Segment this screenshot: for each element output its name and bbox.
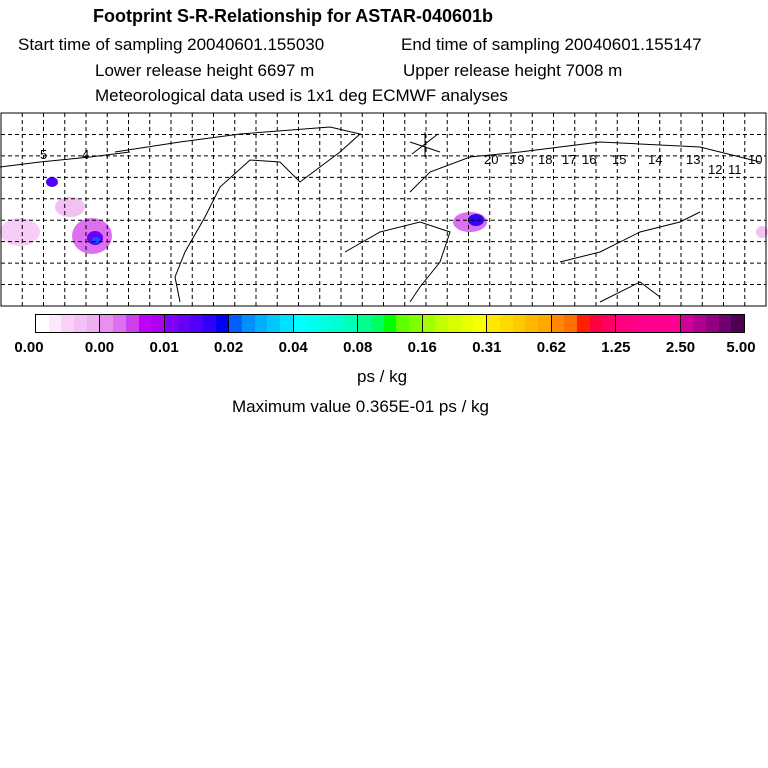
time-label: 13: [686, 152, 700, 167]
time-label: 16: [582, 152, 596, 167]
time-label: 15: [612, 152, 626, 167]
colorbar-segment: [422, 315, 488, 332]
colorbar-tick: 0.00: [14, 339, 44, 356]
colorbar-tick: 0.31: [472, 339, 502, 356]
coastlines: [0, 126, 761, 303]
colorbar-segment: [487, 315, 552, 332]
colorbar-segment: [229, 315, 294, 332]
footprint-plumes: [0, 177, 768, 254]
colorbar: [35, 314, 745, 333]
upper-height: Upper release height 7008 m: [403, 61, 623, 80]
time-label: 17: [562, 152, 576, 167]
lower-height: Lower release height 6697 m: [95, 61, 315, 80]
colorbar-tick: 1.25: [601, 339, 631, 356]
colorbar-segment: [100, 315, 165, 332]
colorbar-tick: 2.50: [665, 339, 696, 356]
time-label: 20: [484, 152, 498, 167]
colorbar-tick: 0.04: [278, 339, 308, 356]
start-time: Start time of sampling 20040601.155030: [18, 35, 325, 54]
colorbar-tick: 0.62: [536, 339, 566, 356]
maximum-value: Maximum value 0.365E-01 ps / kg: [232, 397, 490, 416]
plot-title: Footprint S-R-Relationship for ASTAR-040…: [93, 6, 494, 26]
time-label: 14: [648, 152, 662, 167]
time-label: 11: [728, 162, 742, 177]
colorbar-tick: 0.00: [84, 339, 115, 356]
time-label: 12: [708, 162, 722, 177]
colorbar-segment: [36, 315, 101, 332]
footprint-map: 5 4 20 19 18 17 16 15 14 13 12 11 10: [0, 112, 768, 307]
time-label: 19: [510, 152, 524, 167]
time-label: 18: [538, 152, 552, 167]
colorbar-tick: 0.16: [407, 339, 437, 356]
colorbar-segment: [680, 315, 744, 332]
colorbar-tick: 0.01: [149, 339, 179, 356]
colorbar-segment: [164, 315, 230, 332]
time-label: 5: [40, 147, 47, 162]
colorbar-segment: [551, 315, 617, 332]
colorbar-tick: 0.02: [214, 339, 244, 356]
colorbar-segment: [293, 315, 359, 332]
time-label: 4: [82, 147, 89, 162]
colorbar-tick: 5.00: [726, 339, 756, 356]
unit-label: ps / kg: [357, 367, 408, 386]
end-time: End time of sampling 20040601.155147: [401, 35, 702, 54]
colorbar-tick: 0.08: [343, 339, 373, 356]
colorbar-segment: [616, 315, 681, 332]
colorbar-segment: [358, 315, 423, 332]
met-data: Meteorological data used is 1x1 deg ECMW…: [95, 86, 508, 105]
lat-lon-grid: [1, 113, 766, 306]
time-label: 10: [748, 152, 762, 167]
